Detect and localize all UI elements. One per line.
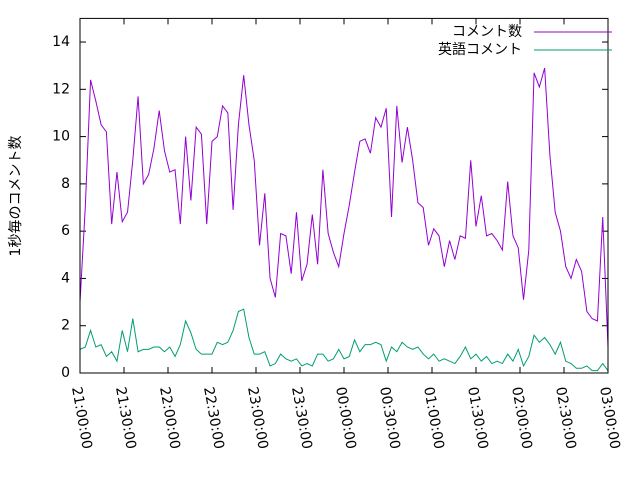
x-tick-label: 02:30:00 [552,386,579,451]
x-tick-label: 23:00:00 [244,386,271,451]
x-tick-label: 03:00:00 [596,386,623,451]
y-tick-label: 2 [61,318,70,334]
x-tick-label: 01:30:00 [464,386,491,451]
y-tick-label: 12 [52,81,70,97]
x-tick-label: 00:30:00 [376,386,403,451]
series-line [79,308,609,372]
y-tick-label: 8 [61,176,70,192]
x-tick-label: 01:00:00 [420,386,447,451]
y-tick-label: 10 [52,129,70,145]
y-tick-label: 14 [52,34,70,50]
x-tick-label: 21:00:00 [68,386,95,451]
y-tick-label: 0 [61,365,70,381]
x-tick-label: 22:00:00 [156,386,183,451]
y-tick-label: 4 [61,270,70,286]
x-tick-label: 00:00:00 [332,386,359,451]
y-tick-label: 6 [61,223,70,239]
x-tick-label: 21:30:00 [112,386,139,451]
legend-label: 英語コメント [438,41,522,58]
x-tick-label: 22:30:00 [200,386,227,451]
x-tick-label: 23:30:00 [288,386,315,451]
plot-frame [79,17,609,374]
series-line [79,67,609,348]
x-tick-label: 02:00:00 [508,386,535,451]
y-axis-label: 1秒毎のコメント数 [8,136,24,257]
legend-label: コメント数 [452,24,522,40]
